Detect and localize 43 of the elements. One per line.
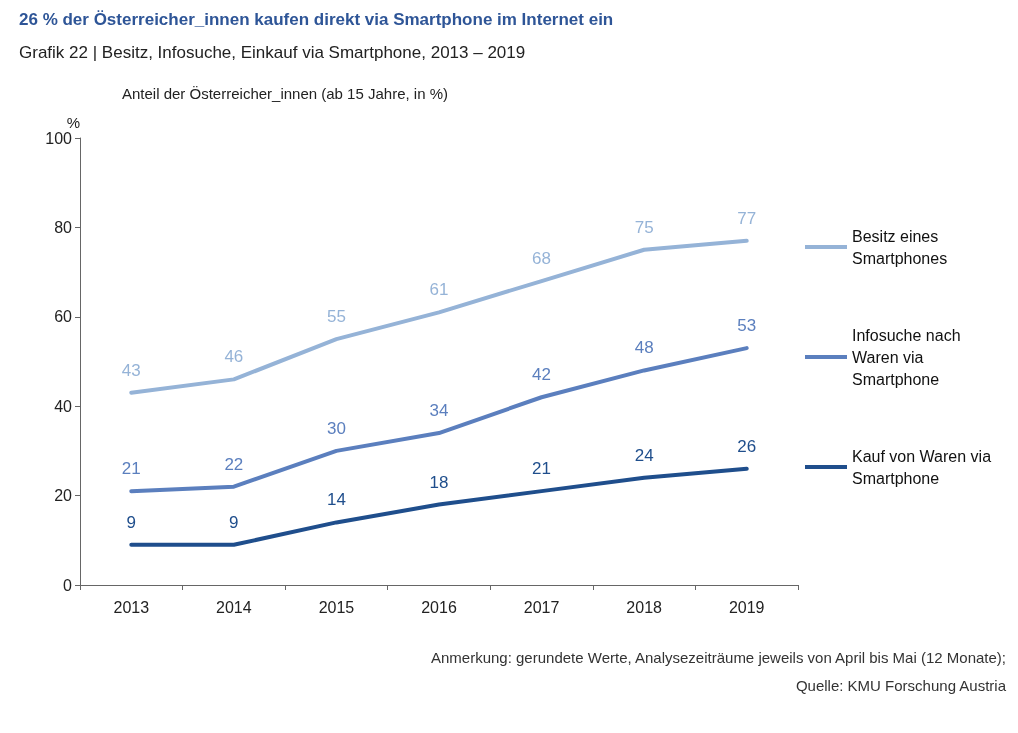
y-tick-label: 20 xyxy=(54,487,73,505)
data-label: 48 xyxy=(634,338,654,358)
data-label: 18 xyxy=(429,472,449,492)
data-label: 14 xyxy=(326,490,346,510)
data-label: 26 xyxy=(737,436,757,456)
data-label: 43 xyxy=(121,360,141,380)
legend-label: Besitz eines Smartphones xyxy=(852,227,948,267)
data-label: 9 xyxy=(126,512,137,532)
data-label: 22 xyxy=(224,454,244,474)
text: Anteil der Österreicher_innen (ab 15 Jahre, in %) xyxy=(122,85,449,102)
x-tick-label: 2018 xyxy=(626,598,663,616)
x-tick-label: 2014 xyxy=(216,598,252,616)
legend-label: Infosuche nach Waren via Smartphone xyxy=(852,326,965,388)
data-label: 53 xyxy=(737,316,757,336)
x-tick-label: 2013 xyxy=(113,598,150,616)
y-axis-title: % xyxy=(66,114,80,131)
data-label: 68 xyxy=(532,249,552,269)
data-label: 75 xyxy=(634,217,654,237)
data-label: 77 xyxy=(737,208,757,228)
y-tick-label: 60 xyxy=(54,308,73,326)
x-tick-label: 2017 xyxy=(523,598,560,616)
data-label: 46 xyxy=(224,347,244,367)
data-label: 55 xyxy=(326,307,346,327)
x-tick-label: 2016 xyxy=(421,598,457,616)
data-label: 24 xyxy=(634,445,654,465)
data-label: 21 xyxy=(532,459,552,479)
y-tick-label: 100 xyxy=(45,129,73,147)
data-label: 9 xyxy=(229,512,239,532)
y-tick-label: 40 xyxy=(54,397,73,415)
data-label: 42 xyxy=(532,365,552,385)
text: Anmerkung: gerundete Werte, Analysezeiträume jeweils von April bis Mai (12 Monate); xyxy=(430,649,1006,666)
legend-label: Kauf von Waren via Smartphone xyxy=(852,447,996,487)
data-label: 61 xyxy=(429,280,449,300)
data-label: 30 xyxy=(326,418,346,438)
x-tick-label: 2019 xyxy=(728,598,765,616)
data-label: 21 xyxy=(121,459,141,479)
data-label: 34 xyxy=(429,401,449,421)
chart-title: 26 % der Österreicher_innen kaufen direkt via Smartphone im Internet ein xyxy=(19,10,614,29)
x-tick-label: 2015 xyxy=(318,598,355,616)
source-note: Quelle: KMU Forschung Austria xyxy=(795,677,1007,694)
chart-subtitle: Grafik 22 | Besitz, Infosuche, Einkauf via Smartphone, 2013 – 2019 xyxy=(19,43,526,62)
y-tick-label: 80 xyxy=(54,218,73,236)
y-tick-label: 0 xyxy=(63,576,73,594)
